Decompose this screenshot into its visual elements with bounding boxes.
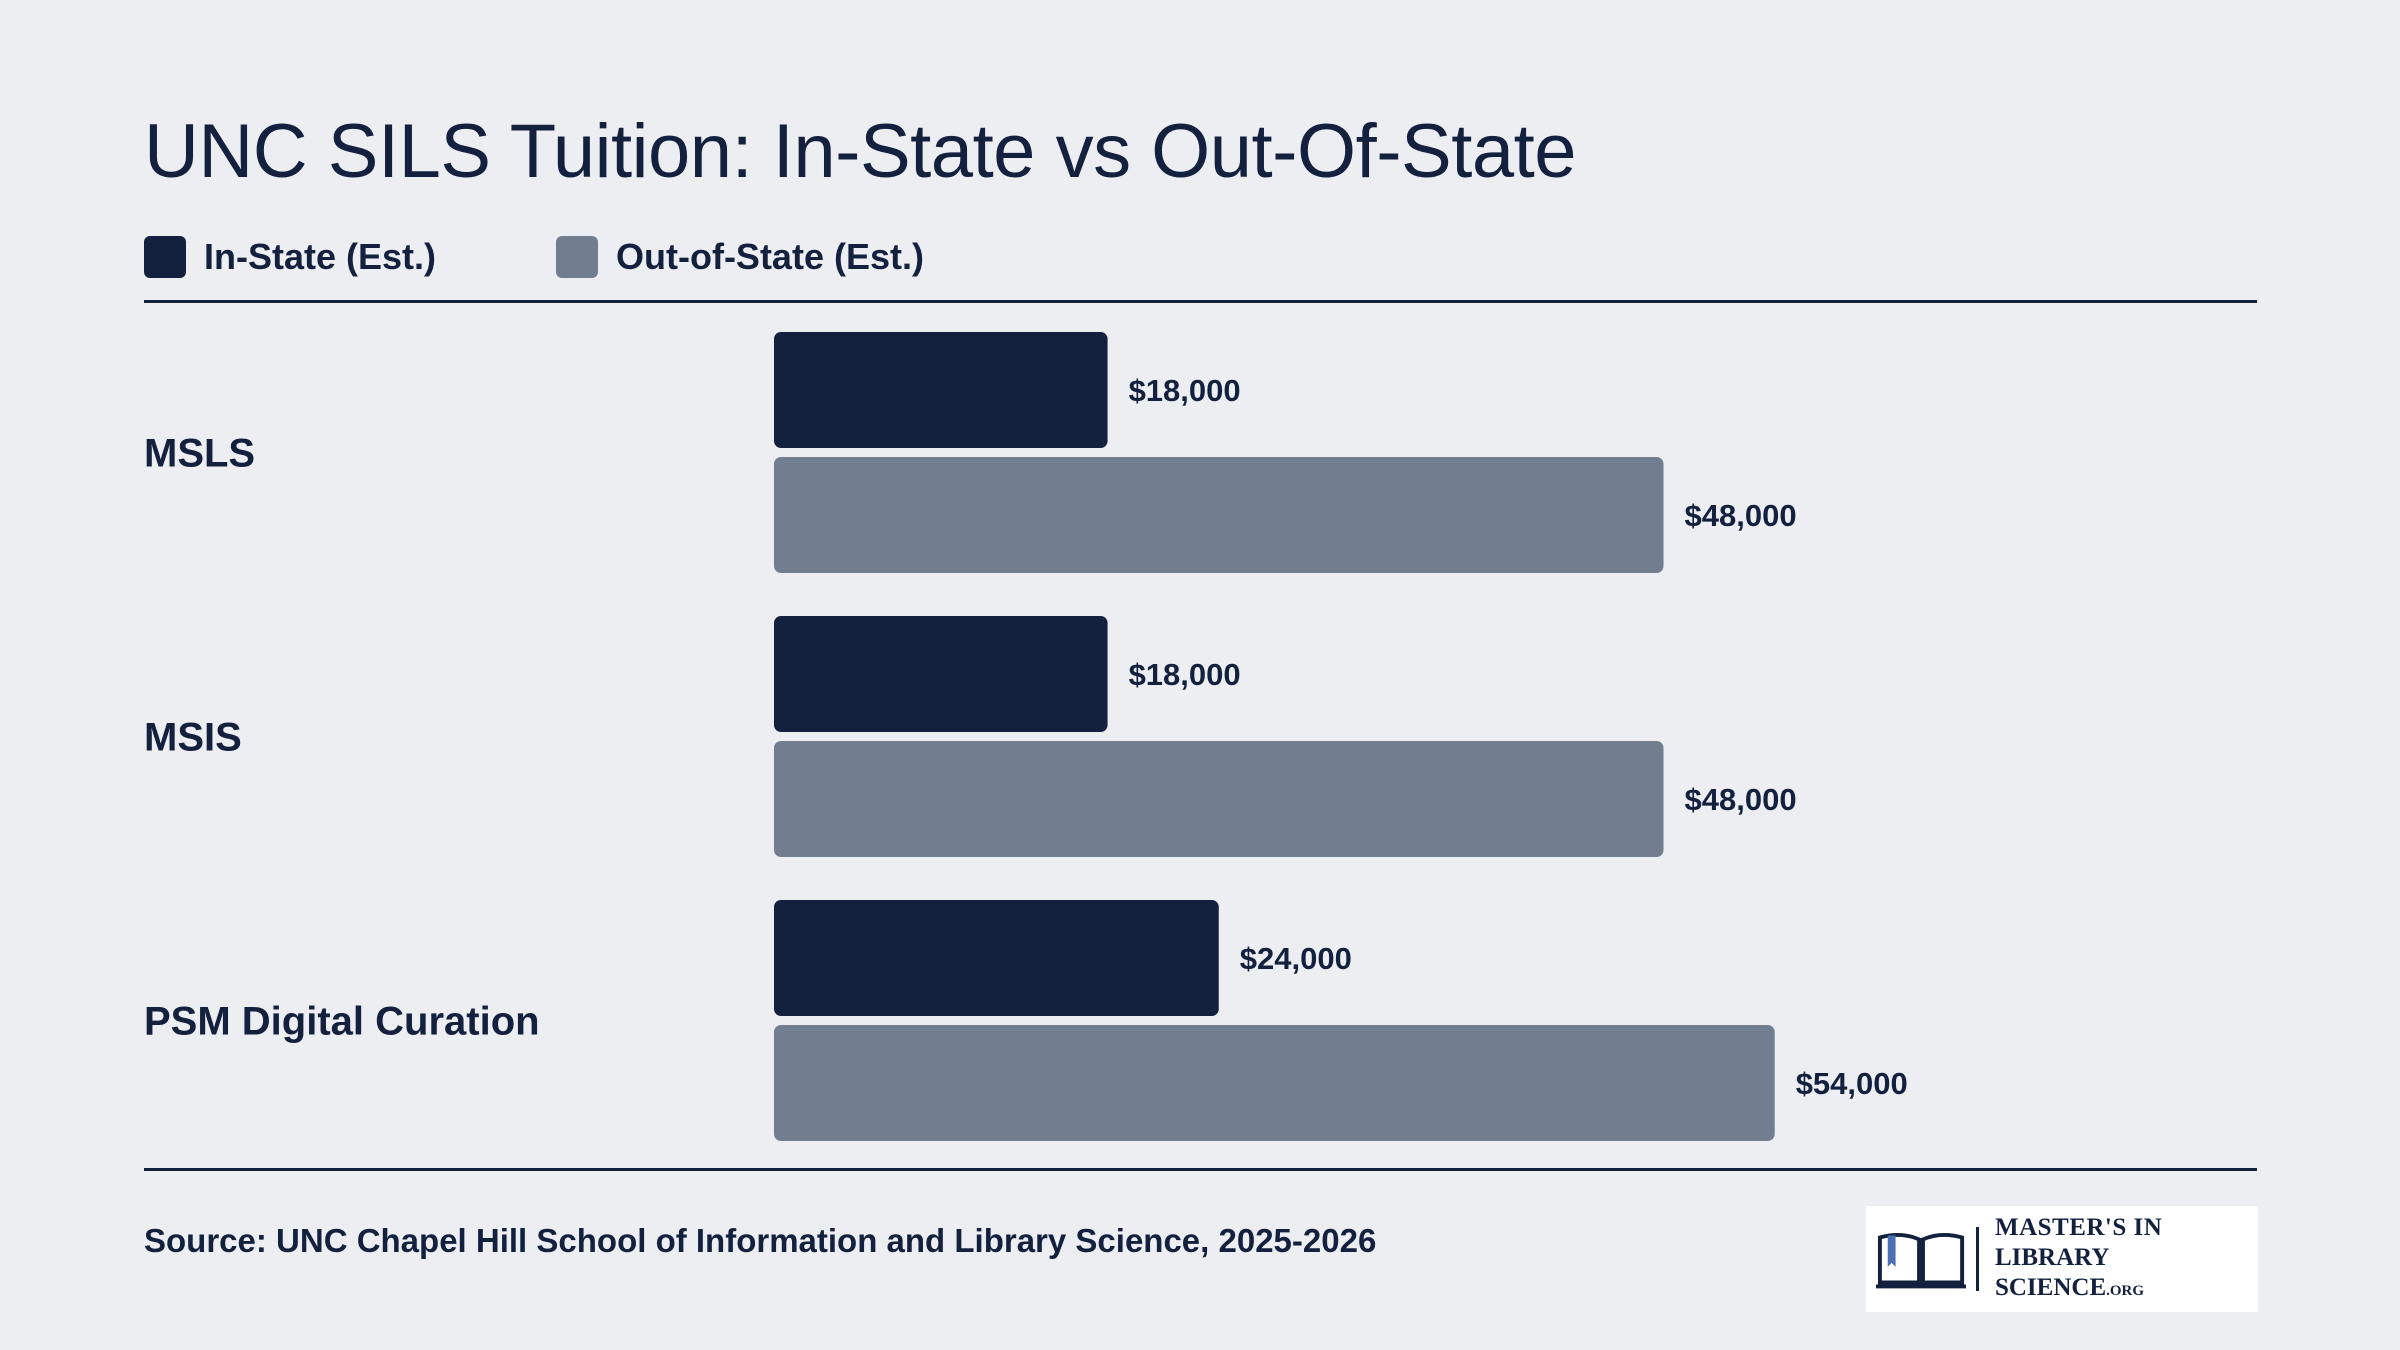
logo-line-1: MASTER'S IN: [1994, 1213, 2163, 1241]
logo-line-2-text: LIBRARY SCIENCE: [1994, 1243, 2109, 1301]
site-logo: MASTER'S IN LIBRARY SCIENCE.ORG: [1866, 1206, 2258, 1312]
top-divider: [144, 300, 2257, 303]
legend-item-out-of-state: Out-of-State (Est.): [556, 236, 924, 278]
category-label-msls: MSLS: [144, 432, 255, 476]
legend-item-in-state: In-State (Est.): [144, 236, 436, 278]
bar-psm-digital-curation-out-of-state: [774, 1025, 1775, 1141]
bar-msls-in-state: [774, 332, 1108, 448]
value-label-msis-in-state: $18,000: [1129, 657, 1241, 692]
value-label-psm-digital-curation-out-of-state: $54,000: [1796, 1066, 1908, 1101]
value-label-psm-digital-curation-in-state: $24,000: [1240, 941, 1352, 976]
legend-label-in-state: In-State (Est.): [204, 236, 437, 277]
logo-line-2: LIBRARY SCIENCE.ORG: [1995, 1243, 2258, 1306]
legend-swatch-in-state: [144, 236, 186, 278]
logo-org-suffix: .ORG: [2106, 1282, 2145, 1299]
value-label-msls-out-of-state: $48,000: [1685, 498, 1797, 533]
logo-divider: [1976, 1227, 1979, 1291]
category-label-msis: MSIS: [144, 716, 242, 760]
legend-label-out-of-state: Out-of-State (Est.): [616, 236, 924, 277]
source-note: Source: UNC Chapel Hill School of Inform…: [144, 1222, 1377, 1259]
open-book-icon: [1876, 1233, 1967, 1289]
legend-swatch-out-of-state: [556, 236, 598, 278]
value-label-msls-in-state: $18,000: [1129, 373, 1241, 408]
bar-msls-out-of-state: [774, 457, 1664, 573]
bottom-divider: [144, 1168, 2257, 1171]
value-label-msis-out-of-state: $48,000: [1685, 782, 1797, 817]
bar-psm-digital-curation-in-state: [774, 900, 1219, 1016]
bar-msis-in-state: [774, 616, 1108, 732]
chart-title: UNC SILS Tuition: In-State vs Out-Of-Sta…: [144, 109, 1576, 194]
logo-wordmark: MASTER'S IN LIBRARY SCIENCE.ORG: [1995, 1213, 2258, 1306]
category-label-psm-digital-curation: PSM Digital Curation: [144, 1000, 540, 1044]
bar-msis-out-of-state: [774, 741, 1664, 857]
